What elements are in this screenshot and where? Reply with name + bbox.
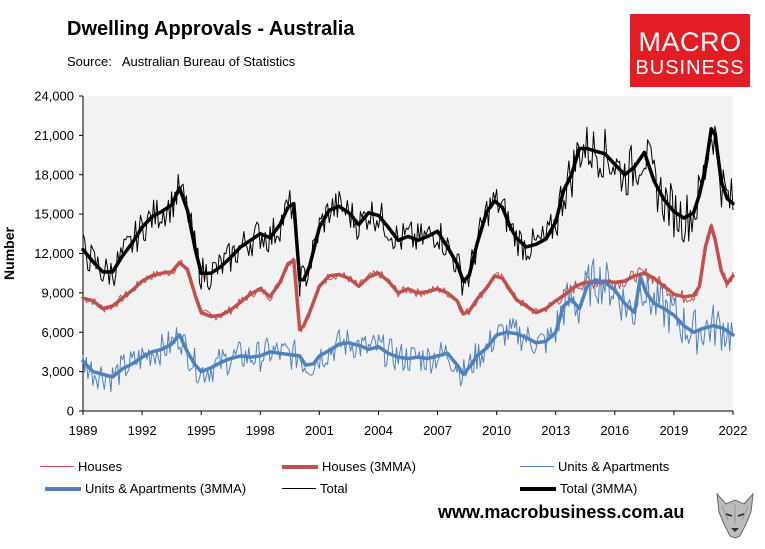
legend-item: Units & Apartments (3MMA) [45, 481, 246, 496]
source-note: Source: Australian Bureau of Statistics [67, 54, 295, 69]
x-tick-label: 2019 [659, 423, 688, 438]
x-tick-label: 1992 [128, 423, 157, 438]
logo-line1: MACRO [638, 27, 742, 57]
legend-swatch [282, 464, 318, 469]
x-tick-label: 2007 [423, 423, 452, 438]
legend-label: Houses [78, 459, 123, 474]
legend-label: Houses (3MMA) [322, 459, 416, 474]
y-tick-label: 12,000 [34, 246, 74, 261]
legend-item: Total [282, 481, 347, 496]
source-text: Australian Bureau of Statistics [121, 54, 296, 69]
legend-swatch [40, 466, 74, 467]
legend-swatch [520, 466, 554, 467]
legend-item: Total (3MMA) [520, 481, 637, 496]
legend-swatch [520, 486, 556, 491]
legend-label: Total (3MMA) [560, 481, 638, 496]
legend-swatch [45, 486, 81, 491]
y-axis-title: Number [1, 227, 17, 280]
y-tick-label: 15,000 [34, 207, 74, 222]
units-3mma-line [81, 275, 735, 379]
legend-label: Total [320, 481, 348, 496]
x-tick-label: 2001 [305, 423, 334, 438]
chart-title: Dwelling Approvals - Australia [67, 18, 355, 40]
legend-item: Units & Apartments [520, 459, 669, 474]
x-tick-label: 1995 [187, 423, 216, 438]
macrobusiness-logo: MACRO BUSINESS [630, 14, 750, 87]
legend-item: Houses [40, 459, 122, 474]
total-3mma-line [81, 127, 735, 283]
x-tick-label: 2022 [719, 423, 748, 438]
legend-label: Units & Apartments [558, 459, 670, 474]
x-tick-label: 2010 [482, 423, 511, 438]
y-tick-label: 3,000 [41, 364, 74, 379]
website-url[interactable]: www.macrobusiness.com.au [438, 502, 685, 522]
y-tick-label: 18,000 [34, 167, 74, 182]
y-tick-label: 24,000 [34, 89, 74, 104]
x-tick-label: 1989 [69, 423, 98, 438]
wolf-emblem-icon [713, 490, 757, 540]
logo-line2: BUSINESS [635, 57, 745, 79]
x-tick-label: 1998 [246, 423, 275, 438]
source-label: Source: [67, 54, 112, 69]
x-tick-label: 2016 [600, 423, 629, 438]
houses-3mma-line [81, 224, 735, 332]
y-tick-label: 21,000 [34, 128, 74, 143]
legend-label: Units & Apartments (3MMA) [85, 481, 247, 496]
legend-swatch [282, 488, 316, 489]
x-tick-label: 2013 [541, 423, 570, 438]
y-tick-label: 6,000 [41, 325, 74, 340]
y-tick-label: 9,000 [41, 285, 74, 300]
x-tick-label: 2004 [364, 423, 393, 438]
total-monthly-line [82, 125, 734, 297]
y-tick-label: 0 [67, 404, 74, 419]
legend-item: Houses (3MMA) [282, 459, 416, 474]
